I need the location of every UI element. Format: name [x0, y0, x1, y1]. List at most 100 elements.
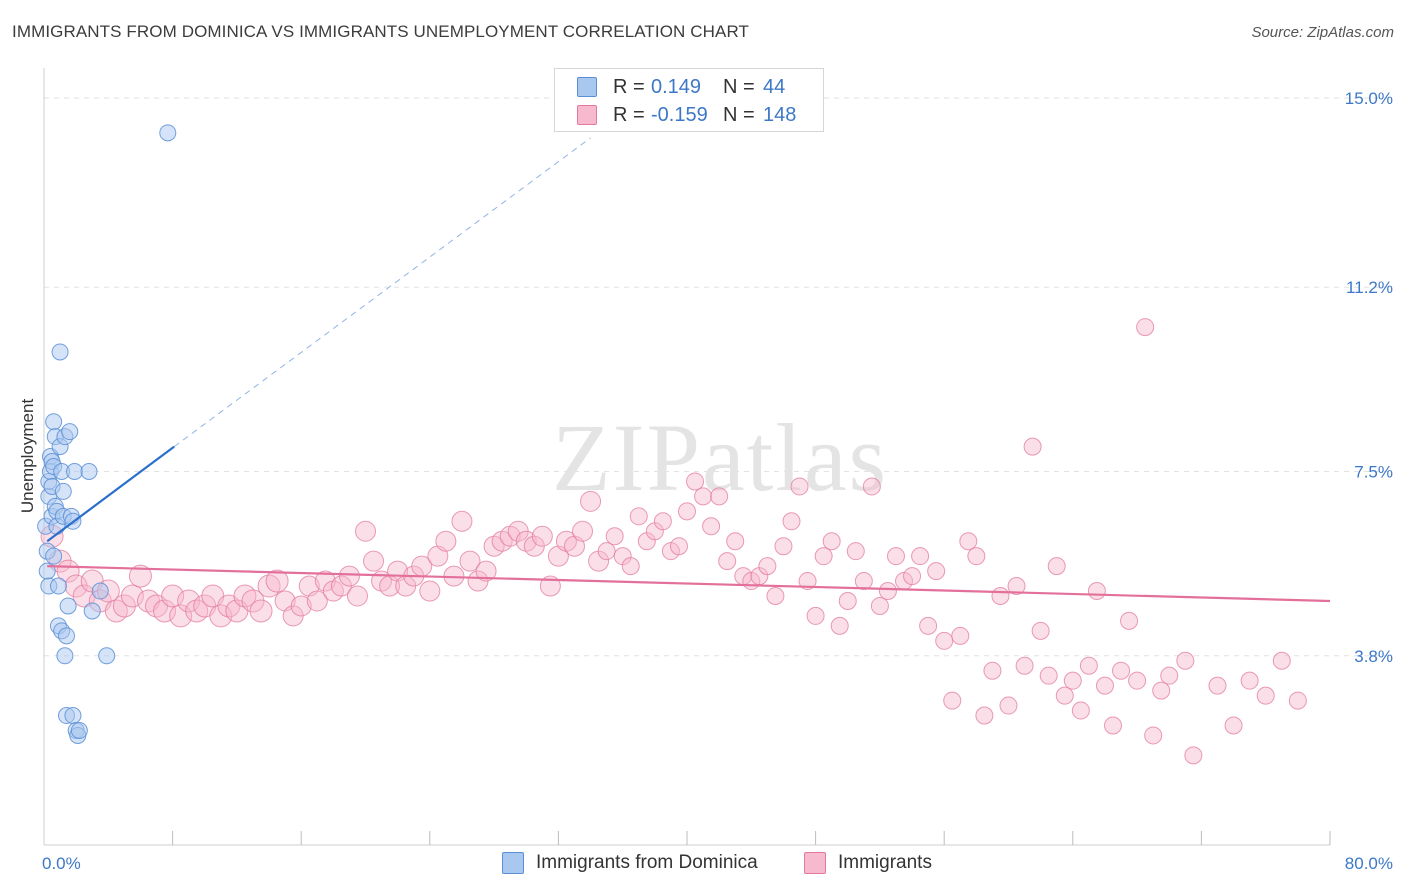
immigrants-point: [363, 550, 385, 572]
immigrants-point: [1055, 686, 1074, 705]
immigrants-point: [355, 520, 376, 542]
immigrants-point: [338, 565, 360, 587]
immigrants-point: [1136, 318, 1155, 337]
immigrants-point: [975, 706, 994, 725]
legend-n-value: 44: [763, 75, 786, 98]
immigrants-point: [1063, 671, 1082, 690]
immigrants-point: [290, 595, 312, 617]
y-tick-label: 11.2%: [1346, 278, 1393, 297]
dominica-point: [64, 707, 82, 725]
immigrants-point: [1007, 577, 1026, 596]
legend-row-dominica: R = 0.149 N = 44: [577, 75, 785, 99]
immigrants-point: [927, 562, 946, 581]
immigrants-point: [1071, 701, 1090, 720]
immigrants-point: [419, 580, 441, 602]
dominica-point: [45, 413, 63, 431]
x-tick-label: 0.0%: [42, 854, 81, 873]
dominica-point: [49, 577, 67, 595]
immigrants-point: [531, 525, 553, 547]
immigrants-point: [539, 575, 561, 597]
y-tick-label: 15.0%: [1345, 89, 1393, 108]
immigrants-point: [766, 587, 785, 605]
grid-lines: [44, 97, 1392, 657]
trend-lines: [46, 137, 1331, 603]
immigrants-point: [959, 532, 978, 551]
immigrants-point: [854, 572, 873, 591]
immigrants-point: [1224, 716, 1243, 735]
dominica-point: [91, 582, 109, 600]
immigrants-point: [878, 582, 897, 601]
legend-r-value: 0.149: [651, 75, 702, 98]
immigrants-point: [1288, 691, 1307, 710]
legend-n-value: 148: [763, 103, 797, 126]
legend-r-label: R =: [613, 103, 645, 126]
immigrants-point: [911, 547, 930, 566]
dominica-point: [83, 602, 101, 620]
immigrants-point: [249, 599, 273, 623]
immigrants-point: [112, 594, 136, 618]
dominica-point: [70, 721, 88, 739]
immigrants-point: [580, 490, 602, 512]
immigrants-point: [306, 590, 328, 612]
immigrants-point: [653, 512, 672, 531]
immigrants-point: [830, 616, 849, 635]
series-legend-immigrants-label: Immigrants: [838, 852, 932, 873]
legend-n-label: N =: [723, 75, 755, 98]
immigrants-point: [1031, 621, 1050, 640]
dominica-point: [98, 647, 116, 665]
immigrants-point: [1128, 671, 1147, 690]
legend-swatch-blue: [577, 77, 597, 97]
y-axis-label: Unemployment: [18, 399, 37, 514]
immigrants-point: [475, 560, 497, 582]
series-legend-dominica[interactable]: Immigrants from Dominica: [502, 852, 758, 874]
dominica-points: [37, 124, 177, 744]
legend-swatch-pink: [577, 105, 597, 125]
immigrants-point: [718, 552, 737, 571]
immigrants-point: [1039, 666, 1058, 685]
dominica-point: [58, 627, 76, 645]
immigrants-point: [621, 557, 640, 576]
dominica-trend-line: [46, 445, 175, 543]
dominica-point: [61, 423, 79, 441]
immigrants-point: [798, 572, 817, 591]
immigrants-point: [678, 502, 696, 521]
immigrants-point: [1184, 746, 1203, 765]
immigrants-point: [1272, 651, 1291, 670]
immigrants-point: [241, 589, 265, 613]
immigrants-point: [838, 591, 857, 610]
immigrants-point: [1208, 676, 1227, 695]
immigrants-point: [265, 569, 289, 593]
dominica-point: [59, 597, 77, 615]
correlation-legend: R = 0.149 N = 44 R = -0.159 N = 148: [554, 68, 824, 132]
immigrants-point: [451, 510, 473, 532]
immigrants-point: [983, 661, 1002, 680]
immigrants-point: [886, 547, 905, 566]
series-legend-immigrants[interactable]: Immigrants: [804, 852, 932, 874]
immigrants-point: [1120, 611, 1139, 630]
chart-title: IMMIGRANTS FROM DOMINICA VS IMMIGRANTS U…: [12, 22, 750, 41]
series-swatch-blue: [502, 852, 524, 874]
immigrants-point: [919, 616, 938, 635]
watermark: ZIPatlas: [552, 404, 888, 511]
dominica-point: [159, 124, 177, 142]
series-legend-dominica-label: Immigrants from Dominica: [536, 852, 758, 873]
immigrants-point: [669, 537, 688, 556]
immigrants-point: [1112, 661, 1131, 680]
dominica-point: [54, 482, 72, 500]
immigrants-point: [694, 487, 713, 506]
immigrants-point: [806, 606, 825, 625]
immigrants-point: [814, 547, 833, 566]
immigrants-point: [1079, 656, 1098, 675]
immigrants-point: [346, 585, 368, 607]
immigrants-point: [605, 527, 624, 546]
series-swatch-pink: [804, 852, 826, 874]
immigrants-point: [1144, 726, 1163, 745]
series-legend: Immigrants from Dominica Immigrants: [0, 852, 1406, 878]
immigrants-point: [1087, 582, 1106, 601]
immigrants-point: [459, 550, 481, 572]
immigrants-trend-line: [47, 565, 1331, 603]
dominica-point: [51, 343, 69, 361]
immigrants-point: [822, 532, 841, 551]
immigrants-point: [999, 696, 1018, 715]
